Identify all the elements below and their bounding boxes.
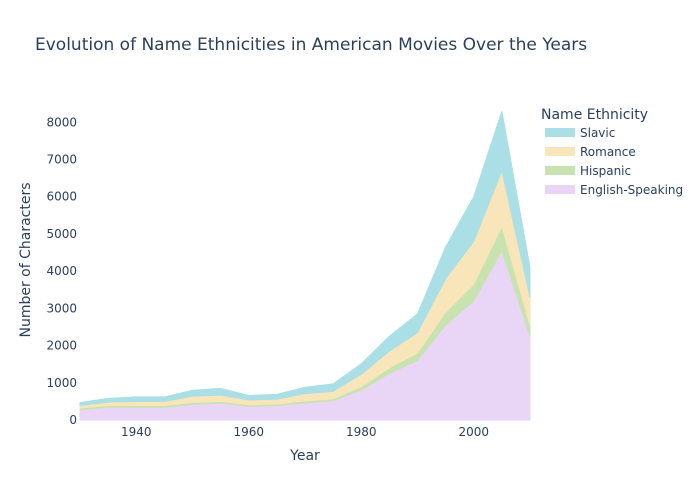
legend-label: Hispanic: [580, 164, 631, 178]
legend-label: English-Speaking: [580, 183, 683, 197]
y-tick-label: 4000: [46, 264, 77, 278]
y-axis-title: Number of Characters: [18, 182, 34, 337]
legend-label: Slavic: [580, 126, 615, 140]
y-tick-label: 2000: [46, 339, 77, 353]
y-tick-label: 1000: [46, 376, 77, 390]
y-axis: 0 1000 2000 3000 4000 5000 6000 7000 8000: [46, 115, 77, 427]
y-tick-label: 7000: [46, 153, 77, 167]
legend-swatch: [545, 166, 575, 175]
y-tick-label: 6000: [46, 190, 77, 204]
chart-title: Evolution of Name Ethnicities in America…: [35, 35, 587, 55]
x-tick-label: 1980: [346, 425, 377, 439]
legend-label: Romance: [580, 145, 636, 159]
y-tick-label: 3000: [46, 301, 77, 315]
y-tick-label: 8000: [46, 115, 77, 129]
x-axis-title: Year: [289, 448, 320, 464]
area-layer: [79, 111, 531, 421]
x-axis: 1940 1960 1980 2000: [121, 425, 489, 439]
legend-swatch: [545, 185, 575, 194]
area-slavic: [79, 111, 531, 407]
legend-item[interactable]: English-Speaking: [545, 183, 683, 197]
x-tick-label: 1940: [121, 425, 152, 439]
x-tick-label: 1960: [233, 425, 264, 439]
legend: Name Ethnicity Slavic Romance Hispanic Engl…: [541, 107, 683, 197]
legend-item[interactable]: Hispanic: [545, 164, 631, 178]
legend-item[interactable]: Slavic: [545, 126, 615, 140]
legend-swatch: [545, 147, 575, 156]
y-tick-label: 5000: [46, 227, 77, 241]
legend-swatch: [545, 128, 575, 137]
y-tick-label: 0: [69, 413, 77, 427]
x-tick-label: 2000: [458, 425, 489, 439]
legend-title: Name Ethnicity: [541, 107, 648, 123]
legend-item[interactable]: Romance: [545, 145, 636, 159]
